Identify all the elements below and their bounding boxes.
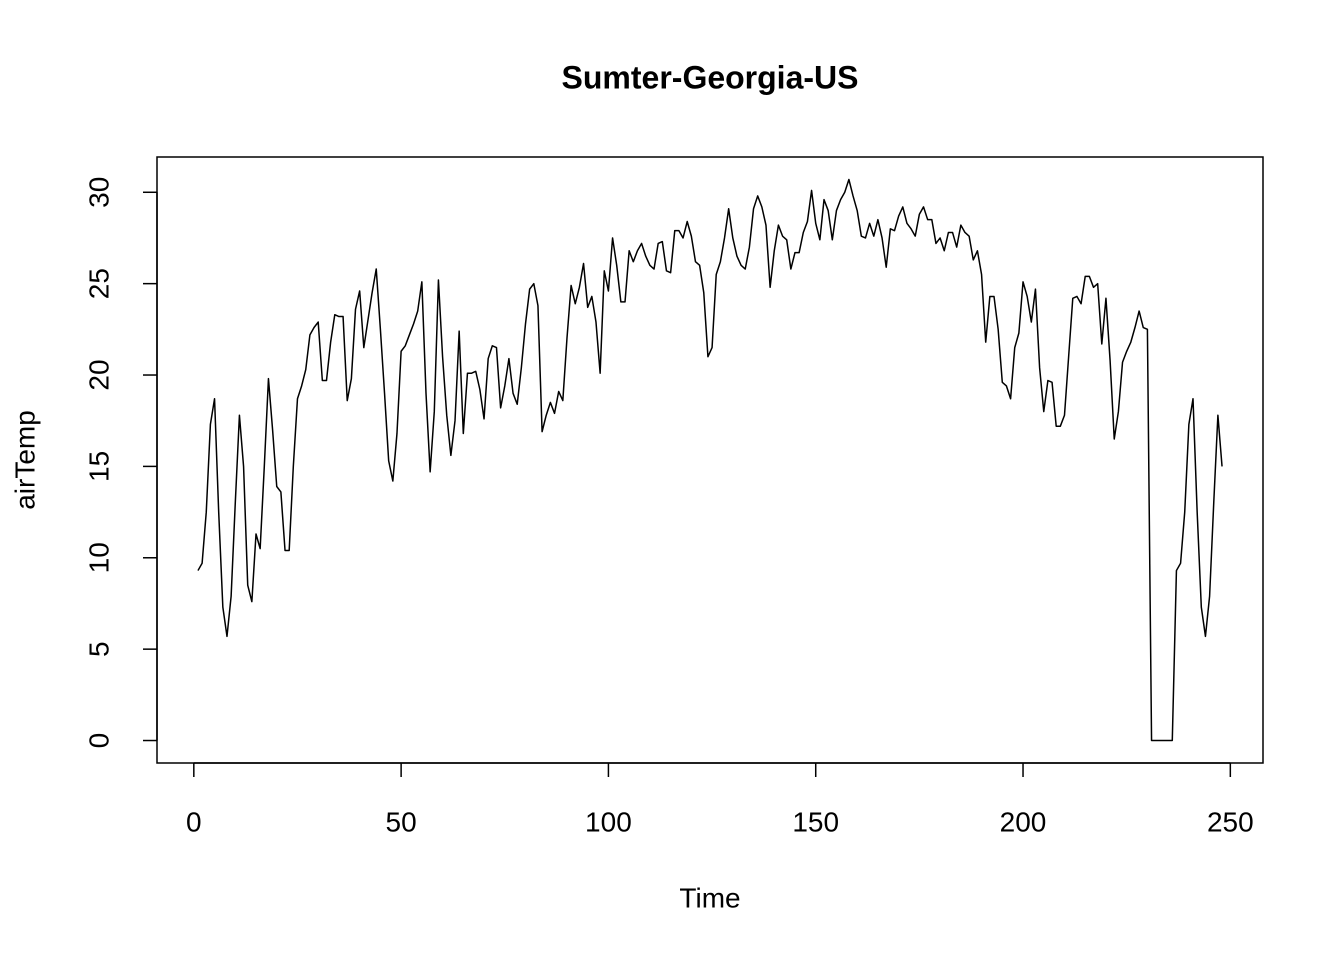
y-tick-label: 10: [83, 542, 114, 573]
y-tick-label: 30: [83, 177, 114, 208]
y-axis-title: airTemp: [9, 410, 40, 510]
plot-box: [156, 156, 1264, 764]
y-tick-label: 25: [83, 268, 114, 299]
data-line: [197, 178, 1223, 742]
x-tick-label: 250: [1207, 806, 1254, 837]
y-tick-label: 0: [83, 733, 114, 749]
x-tick-label: 50: [386, 806, 417, 837]
y-tick-label: 15: [83, 451, 114, 482]
y-tick-label: 20: [83, 359, 114, 390]
chart-title: Sumter-Georgia-US: [562, 59, 859, 95]
x-axis-title: Time: [679, 882, 740, 913]
x-tick-label: 100: [585, 806, 632, 837]
x-tick-label: 150: [792, 806, 839, 837]
x-tick-label: 200: [1000, 806, 1047, 837]
y-tick-label: 5: [83, 641, 114, 657]
x-tick-label: 0: [186, 806, 202, 837]
